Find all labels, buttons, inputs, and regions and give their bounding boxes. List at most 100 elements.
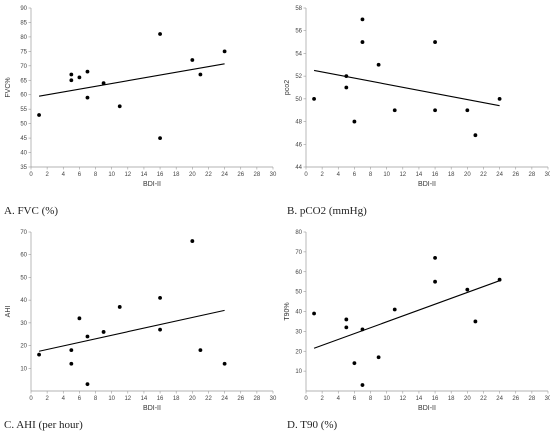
x-tick-label: 16	[157, 396, 164, 402]
data-point	[352, 361, 357, 366]
x-tick-label: 0	[29, 396, 33, 402]
x-tick-label: 30	[270, 396, 277, 402]
data-point	[101, 330, 106, 334]
x-tick-label: 12	[399, 172, 406, 178]
data-point	[392, 108, 397, 113]
y-tick-label: 44	[295, 165, 302, 171]
x-tick-label: 0	[29, 172, 33, 178]
y-tick-label: 65	[20, 78, 27, 84]
data-point	[101, 81, 106, 86]
x-tick-label: 4	[337, 396, 341, 402]
x-tick-label: 14	[416, 396, 423, 402]
y-tick-label: 54	[295, 51, 302, 57]
data-point	[77, 316, 82, 321]
panel-caption: B. pCO2 (mmHg)	[287, 205, 367, 217]
x-tick-label: 26	[237, 396, 244, 402]
y-tick-label: 56	[295, 29, 302, 35]
data-point	[222, 361, 227, 366]
x-tick-label: 0	[304, 396, 308, 402]
y-tick-label: 50	[20, 275, 27, 281]
data-point	[37, 113, 41, 117]
data-point	[497, 277, 502, 282]
x-tick-label: 6	[353, 396, 357, 402]
data-point	[69, 348, 74, 353]
data-point	[117, 305, 122, 309]
y-tick-label: 50	[20, 122, 27, 128]
x-tick-label: 2	[45, 172, 49, 178]
x-tick-label: 10	[108, 396, 115, 402]
data-point	[473, 319, 478, 324]
data-point	[85, 95, 90, 100]
x-tick-label: 26	[512, 396, 519, 402]
data-point	[465, 108, 470, 113]
x-axis-label: BDI-II	[143, 405, 161, 412]
y-tick-label: 30	[295, 329, 302, 335]
trendline	[313, 69, 500, 107]
x-tick-label: 12	[399, 396, 406, 402]
x-tick-label: 2	[320, 172, 324, 178]
y-tick-label: 20	[20, 344, 27, 350]
x-tick-label: 26	[512, 172, 519, 178]
x-tick-label: 10	[383, 396, 390, 402]
data-point	[344, 85, 349, 90]
x-tick-label: 8	[369, 172, 373, 178]
x-tick-label: 6	[78, 396, 82, 402]
y-tick-label: 60	[295, 270, 302, 276]
x-tick-label: 16	[432, 396, 439, 402]
x-tick-label: 8	[94, 172, 98, 178]
x-tick-label: 8	[369, 396, 373, 402]
x-axis-label: BDI-II	[143, 181, 161, 188]
y-tick-label: 10	[20, 366, 27, 372]
x-tick-label: 30	[545, 172, 550, 178]
data-point	[158, 136, 162, 140]
y-axis-label: FVC%	[5, 77, 12, 97]
y-axis-label: T90%	[284, 302, 291, 320]
data-point	[158, 295, 162, 300]
y-tick-label: 10	[295, 369, 302, 375]
data-point	[433, 40, 437, 44]
data-point	[376, 355, 381, 360]
data-point	[117, 104, 122, 109]
data-point	[433, 108, 437, 113]
data-point	[344, 74, 349, 79]
x-tick-label: 30	[270, 172, 277, 178]
y-tick-label: 52	[295, 74, 302, 80]
data-point	[158, 327, 162, 332]
x-tick-label: 16	[157, 172, 164, 178]
x-tick-label: 18	[448, 396, 455, 402]
data-point	[465, 287, 470, 292]
data-point	[69, 78, 74, 83]
x-tick-label: 24	[496, 396, 503, 402]
x-tick-label: 20	[464, 172, 471, 178]
x-tick-label: 0	[304, 172, 308, 178]
data-point	[344, 317, 349, 322]
y-tick-label: 60	[20, 253, 27, 259]
x-tick-label: 2	[45, 396, 49, 402]
y-tick-label: 48	[295, 120, 302, 126]
data-point	[85, 69, 90, 74]
data-point	[344, 325, 349, 330]
data-point	[222, 49, 227, 54]
y-tick-label: 70	[295, 250, 302, 256]
y-tick-label: 75	[20, 49, 27, 55]
y-tick-label: 58	[295, 6, 302, 12]
x-tick-label: 14	[141, 172, 148, 178]
y-tick-label: 60	[20, 93, 27, 99]
data-point	[392, 307, 397, 312]
x-tick-label: 6	[78, 172, 82, 178]
x-tick-label: 28	[529, 172, 536, 178]
x-tick-label: 8	[94, 396, 98, 402]
x-tick-label: 6	[353, 172, 357, 178]
x-tick-label: 4	[62, 172, 66, 178]
x-tick-label: 4	[337, 172, 341, 178]
x-tick-label: 22	[205, 396, 212, 402]
y-tick-label: 50	[295, 97, 302, 103]
data-point	[198, 72, 203, 77]
y-tick-label: 50	[295, 290, 302, 296]
